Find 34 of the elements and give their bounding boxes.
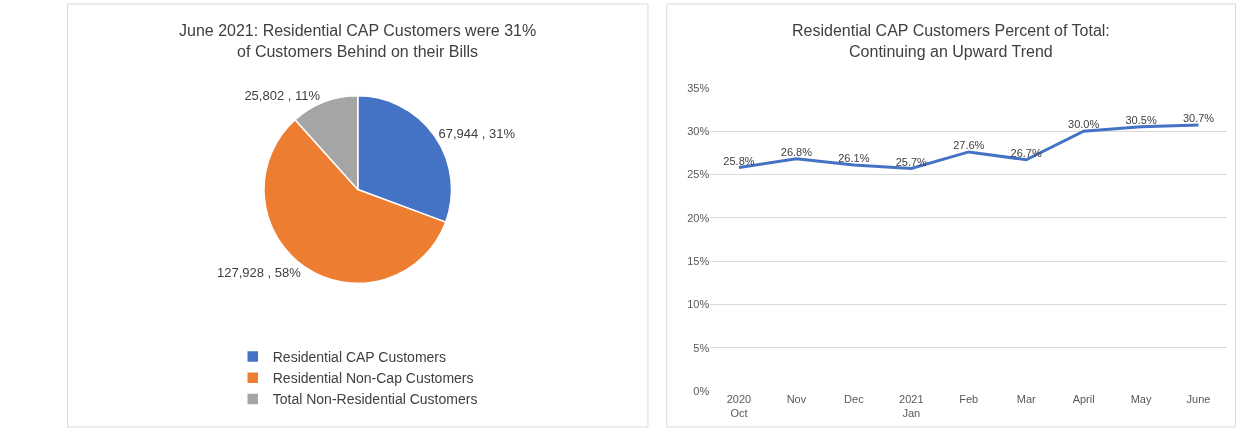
data-label: 127,928 , 58% — [216, 264, 302, 280]
legend-label: Residential CAP Customers — [272, 349, 447, 366]
data-label: 27.6% — [953, 139, 985, 152]
data-label: 26.8% — [780, 146, 813, 159]
x-tick-label: 2021 Jan — [899, 393, 924, 420]
y-tick-label: 20% — [687, 211, 710, 224]
x-tick-label: June — [1186, 393, 1211, 406]
data-label: 30.5% — [1125, 114, 1157, 127]
data-label: 30.0% — [1068, 118, 1100, 131]
x-tick-label: April — [1072, 393, 1095, 406]
y-tick-label: 35% — [687, 81, 710, 94]
x-tick-label: 2020 Oct — [726, 393, 752, 420]
y-tick-label: 15% — [687, 254, 710, 267]
y-tick-label: 0% — [693, 384, 710, 397]
legend-label: Total Non-Residential Customers — [272, 391, 478, 408]
data-label: 67,944 , 31% — [438, 126, 516, 142]
x-tick-label: Dec — [844, 393, 865, 406]
y-tick-label: 10% — [687, 298, 710, 311]
y-tick-label: 5% — [693, 341, 710, 354]
data-label: 26.1% — [838, 152, 870, 165]
legend-label: Residential Non-Cap Customers — [272, 370, 474, 387]
chart-title: Residential CAP Customers Percent of Total: Continuing an Upward Trend — [792, 22, 1110, 60]
x-tick-label: Feb — [959, 393, 979, 406]
y-tick-label: 25% — [687, 168, 710, 181]
data-label: 25.7% — [895, 155, 928, 168]
x-tick-label: Mar — [1016, 393, 1036, 406]
y-tick-label: 30% — [687, 124, 710, 137]
data-label: 30.7% — [1182, 112, 1215, 125]
x-tick-label: Nov — [786, 393, 807, 406]
data-label: 25.8% — [723, 154, 755, 167]
data-label: 25,802 , 11% — [244, 87, 321, 103]
chart-title: June 2021: Residential CAP Customers were 31% of Customers Behind on their Bills — [179, 22, 537, 60]
x-tick-label: May — [1130, 393, 1152, 406]
data-label: 26.7% — [1010, 146, 1042, 159]
